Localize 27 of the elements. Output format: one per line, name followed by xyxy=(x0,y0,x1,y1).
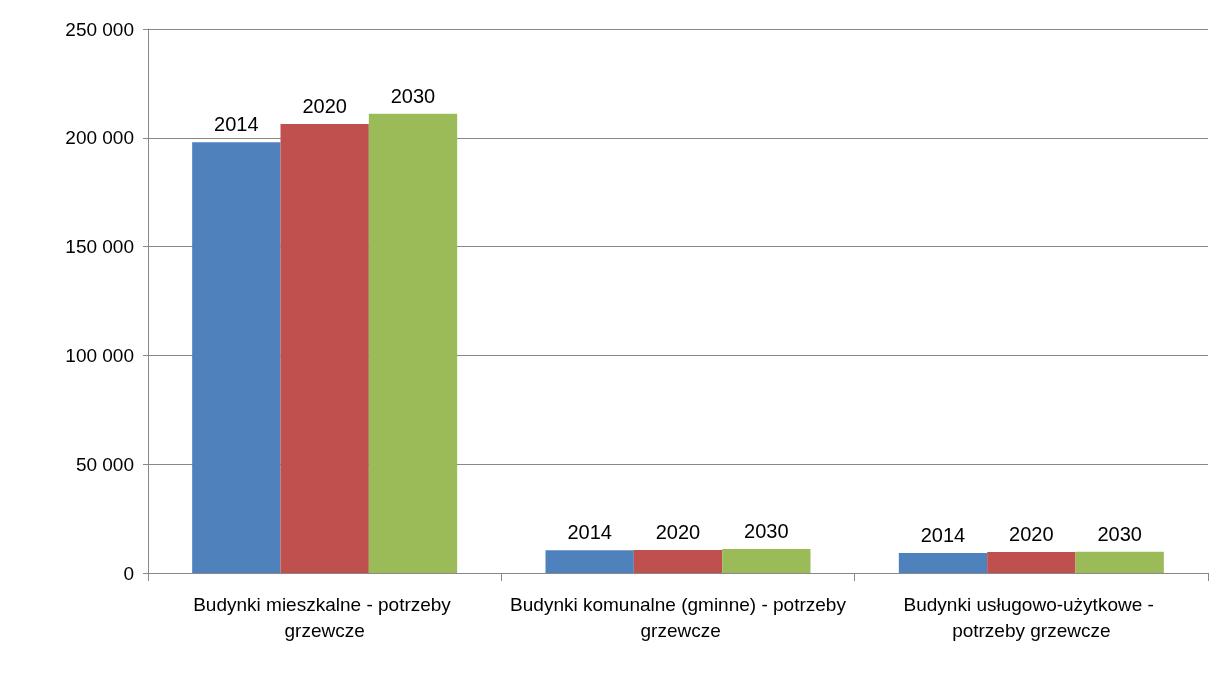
y-tick-label: 150 000 xyxy=(65,236,134,258)
text: 2020 xyxy=(1009,523,1054,546)
text: 2030 xyxy=(744,520,789,543)
bar xyxy=(192,142,281,573)
text: 2014 xyxy=(567,521,612,544)
bar xyxy=(1075,551,1164,573)
text: 2014 xyxy=(920,523,966,546)
x-tick-label: Budynki usługowo-użytkowe - potrzeby grzewcze xyxy=(903,593,1160,641)
series-label: 2014 xyxy=(214,113,259,136)
y-tick-label: 0 xyxy=(123,562,134,584)
y-tick-label: 50 000 xyxy=(75,453,134,475)
bar xyxy=(987,552,1076,573)
bar xyxy=(280,124,369,573)
y-tick-label: 250 000 xyxy=(65,18,134,40)
bar xyxy=(898,552,988,573)
series-label: 2030 xyxy=(390,84,436,107)
bar xyxy=(545,550,634,573)
bar xyxy=(722,549,811,573)
text: 2020 xyxy=(655,520,701,543)
bar xyxy=(368,113,458,573)
y-tick-label: 100 000 xyxy=(65,344,134,366)
series-label: 2020 xyxy=(302,95,347,118)
bar xyxy=(633,549,723,573)
text: 2030 xyxy=(1097,522,1142,545)
x-tick-label: Budynki komunalne (gminne) - potrzeby grzewcze xyxy=(510,593,847,641)
y-tick-label: 200 000 xyxy=(65,127,134,149)
x-tick-label: Budynki mieszkalne - potrzeby grzewcze xyxy=(193,593,457,641)
